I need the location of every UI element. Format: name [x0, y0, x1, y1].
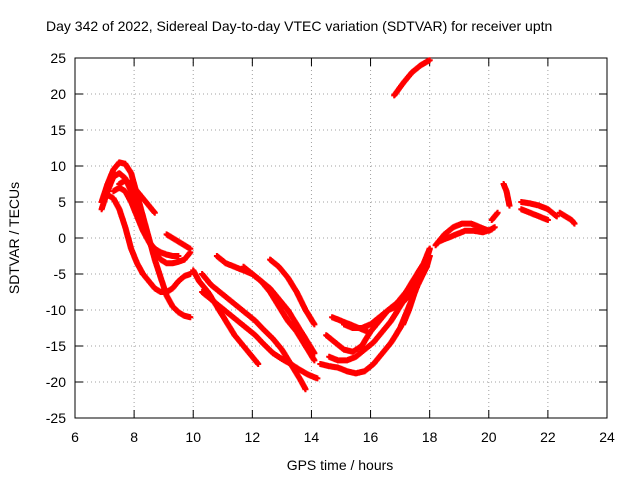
data-point-markers: [199, 289, 321, 382]
y-tick-label: 20: [50, 86, 66, 102]
series-arc-21: [435, 226, 495, 245]
x-tick-label: 6: [71, 429, 79, 445]
data-point-markers: [500, 181, 513, 209]
data-point-markers: [518, 206, 551, 223]
data-point-markers: [391, 57, 433, 99]
series-arc-23: [500, 181, 513, 209]
series-arc-4: [110, 184, 182, 259]
grid-lines: [75, 58, 607, 418]
chart-title: Day 342 of 2022, Sidereal Day-to-day VTE…: [46, 18, 552, 34]
series-arc-19: [391, 57, 433, 99]
x-tick-label: 16: [363, 429, 379, 445]
x-tick-label: 22: [540, 429, 556, 445]
data-point-markers: [400, 245, 433, 328]
series-arc-26: [556, 209, 578, 227]
data-points: [98, 57, 578, 393]
data-point-markers: [116, 177, 158, 216]
series-arc-3: [98, 191, 194, 295]
x-axis-label: GPS time / hours: [287, 457, 394, 473]
data-point-markers: [98, 191, 194, 295]
y-axis-label: SDTVAR / TECUs: [6, 182, 22, 294]
y-tick-label: 0: [58, 230, 66, 246]
series-arc-6: [163, 231, 194, 252]
x-tick-label: 10: [185, 429, 201, 445]
data-point-markers: [488, 209, 501, 223]
data-point-markers: [163, 231, 194, 252]
series-arc-18: [400, 245, 433, 328]
series-arc-9: [199, 289, 321, 382]
x-tick-label: 24: [599, 429, 615, 445]
series-arc-12: [267, 256, 318, 328]
y-tick-label: -10: [46, 302, 66, 318]
series-arc-20: [432, 220, 498, 249]
y-tick-label: 15: [50, 122, 66, 138]
data-point-markers: [267, 256, 318, 328]
y-tick-label: -20: [46, 374, 66, 390]
x-tick-label: 18: [422, 429, 438, 445]
x-tick-label: 14: [304, 429, 320, 445]
data-point-markers: [240, 263, 318, 364]
data-point-markers: [435, 226, 495, 245]
series-arc-22: [488, 209, 501, 223]
data-point-markers: [556, 209, 578, 227]
axis-ticks: 6 8 10 12 14 16 18 20 22 24 -25 -20 -15 -10 -5 0 5 10 15 20…: [46, 50, 615, 445]
y-tick-label: -15: [46, 338, 66, 354]
series-arc-24: [518, 199, 560, 220]
x-tick-label: 12: [245, 429, 261, 445]
y-tick-label: -5: [54, 266, 67, 282]
series-arc-17: [329, 314, 371, 335]
data-point-markers: [110, 184, 182, 259]
y-tick-label: 5: [58, 194, 66, 210]
series-arc-25: [518, 206, 551, 223]
series-arc-11: [240, 263, 318, 364]
series-arc-5: [116, 177, 158, 216]
data-point-markers: [329, 314, 371, 335]
data-point-markers: [518, 199, 560, 220]
data-point-markers: [432, 220, 498, 249]
x-tick-label: 20: [481, 429, 497, 445]
y-tick-label: -25: [46, 410, 66, 426]
x-tick-label: 8: [130, 429, 138, 445]
y-tick-label: 10: [50, 158, 66, 174]
y-tick-label: 25: [50, 50, 66, 66]
